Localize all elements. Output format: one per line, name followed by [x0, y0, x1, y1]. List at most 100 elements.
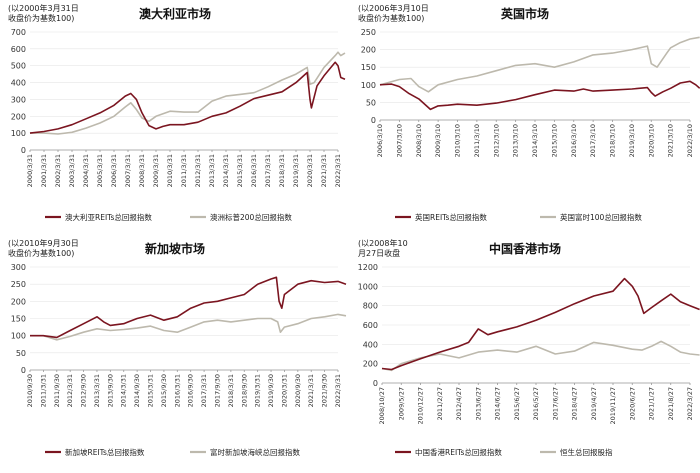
legend-label: 中国香港REITs总回报指数 [415, 447, 502, 457]
x-tick-label: 2009/3/31 [152, 154, 160, 187]
x-tick-label: 2016/3/31 [250, 154, 258, 187]
x-tick-label: 2012/4/27 [455, 387, 463, 420]
legend-label: 恒生总回报股指 [560, 447, 613, 457]
x-tick-label: 2021/3/31 [320, 154, 328, 187]
x-tick-label: 2014/6/27 [494, 387, 502, 420]
x-tick-label: 2015/3/31 [147, 374, 155, 407]
x-tick-label: 2018/3/31 [227, 374, 235, 407]
y-tick-label: 500 [11, 62, 26, 71]
x-tick-label: 2018/9/30 [240, 374, 248, 407]
x-tick-label: 2015/9/30 [160, 374, 168, 407]
x-tick-label: 2010/9/30 [26, 374, 34, 407]
x-tick-label: 2011/3/31 [39, 374, 47, 407]
x-tick-label: 2014/3/31 [222, 154, 230, 187]
y-tick-label: 100 [11, 129, 26, 138]
x-tick-label: 2015/3/31 [236, 154, 244, 187]
x-tick-label: 2017/6/27 [551, 387, 559, 420]
x-tick-label: 2019/3/31 [254, 374, 262, 407]
x-tick-label: 2021/9/30 [321, 374, 329, 407]
series-line-reit [30, 276, 347, 339]
x-tick-label: 2002/3/31 [54, 154, 62, 187]
chart-title: 新加坡市场 [145, 241, 205, 256]
x-tick-label: 2016/5/27 [532, 387, 540, 420]
chart-note-line: (以2006年3月10日 [358, 3, 429, 13]
x-tick-label: 2009/3/10 [434, 124, 442, 157]
x-tick-label: 2017/3/10 [589, 124, 597, 157]
x-tick-label: 2019/3/31 [292, 154, 300, 187]
chart-note-line: 收盘价为基数100) [8, 248, 74, 258]
y-tick-label: 600 [11, 45, 26, 54]
x-tick-label: 2010/3/10 [454, 124, 462, 157]
chart-note-line: (以2010年9月30日 [8, 238, 79, 248]
series-line-index [30, 51, 346, 135]
legend-label: 新加坡REITs总回报指数 [65, 447, 145, 457]
x-tick-label: 2020/3/10 [647, 124, 655, 157]
x-tick-label: 2015/3/10 [550, 124, 558, 157]
y-tick-label: 200 [11, 297, 26, 306]
x-tick-label: 2011/9/30 [53, 374, 61, 407]
chart-note-line: 收盘价为基数100) [8, 13, 74, 23]
series-line-reit [379, 80, 700, 111]
chart-title: 英国市场 [501, 6, 549, 21]
x-tick-label: 2022/3/10 [686, 124, 694, 157]
y-tick-label: 150 [11, 315, 26, 324]
y-tick-label: 1000 [358, 282, 378, 291]
x-tick-label: 2011/2/27 [436, 387, 444, 420]
y-tick-label: 0 [373, 379, 378, 388]
x-tick-label: 2006/3/10 [376, 124, 384, 157]
x-tick-label: 2016/3/31 [173, 374, 181, 407]
y-tick-label: 150 [361, 63, 376, 72]
x-tick-label: 2021/1/27 [648, 387, 656, 420]
y-tick-label: 400 [11, 79, 26, 88]
y-tick-label: 300 [11, 263, 26, 272]
y-tick-label: 250 [11, 280, 26, 289]
y-tick-label: 0 [21, 366, 26, 375]
legend-label: 澳洲标普200总回报指数 [210, 212, 292, 222]
legend-label: 富时新加坡海峡总回报指数 [210, 447, 300, 457]
x-tick-label: 2018/3/31 [278, 154, 286, 187]
x-tick-label: 2017/9/30 [213, 374, 221, 407]
x-tick-label: 2000/3/31 [26, 154, 34, 187]
y-tick-label: 600 [363, 321, 378, 330]
x-tick-label: 2012/3/31 [66, 374, 74, 407]
x-tick-label: 2020/6/27 [628, 387, 636, 420]
x-tick-label: 2012/9/30 [80, 374, 88, 407]
x-tick-label: 2011/3/10 [473, 124, 481, 157]
x-tick-label: 2010/12/27 [417, 387, 425, 424]
x-tick-label: 2021/3/10 [667, 124, 675, 157]
x-tick-label: 2014/3/31 [120, 374, 128, 407]
x-tick-label: 2010/3/31 [166, 154, 174, 187]
x-tick-label: 2004/3/31 [82, 154, 90, 187]
x-tick-label: 2018/4/27 [571, 387, 579, 420]
y-tick-label: 800 [363, 302, 378, 311]
x-tick-label: 2017/3/31 [264, 154, 272, 187]
y-tick-label: 700 [11, 28, 26, 37]
chart-note-line: 收盘价为基数100) [358, 13, 424, 23]
x-tick-label: 2016/3/10 [570, 124, 578, 157]
x-tick-label: 2020/3/31 [280, 374, 288, 407]
x-tick-label: 2012/3/31 [194, 154, 202, 187]
chart-panel-hongkong: (以2008年10 月27日收盘 中国香港市场 0 200 400 600 800 1000 12… [350, 235, 700, 469]
series-line-index [379, 36, 700, 93]
x-tick-label: 2005/3/31 [96, 154, 104, 187]
x-tick-label: 2008/3/10 [415, 124, 423, 157]
legend-label: 澳大利亚REITs总回报指数 [65, 212, 152, 222]
x-tick-label: 2006/3/31 [110, 154, 118, 187]
x-tick-label: 2011/3/31 [180, 154, 188, 187]
y-tick-label: 1200 [358, 263, 378, 272]
x-tick-label: 2013/3/31 [208, 154, 216, 187]
chart-title: 澳大利亚市场 [139, 6, 211, 21]
x-tick-label: 2012/3/10 [492, 124, 500, 157]
x-tick-label: 2019/4/27 [590, 387, 598, 420]
y-tick-label: 200 [361, 46, 376, 55]
x-tick-label: 2021/3/31 [307, 374, 315, 407]
y-tick-label: 50 [366, 98, 376, 107]
x-tick-label: 2001/3/31 [40, 154, 48, 187]
x-tick-label: 2017/3/31 [200, 374, 208, 407]
series-line-index [30, 313, 347, 341]
x-tick-label: 2007/3/31 [124, 154, 132, 187]
x-tick-label: 2013/9/30 [106, 374, 114, 407]
y-tick-label: 200 [363, 360, 378, 369]
chart-panel-australia: (以2000年3月31日 收盘价为基数100) 澳大利亚市场 0 100 200 300 40… [0, 0, 350, 234]
